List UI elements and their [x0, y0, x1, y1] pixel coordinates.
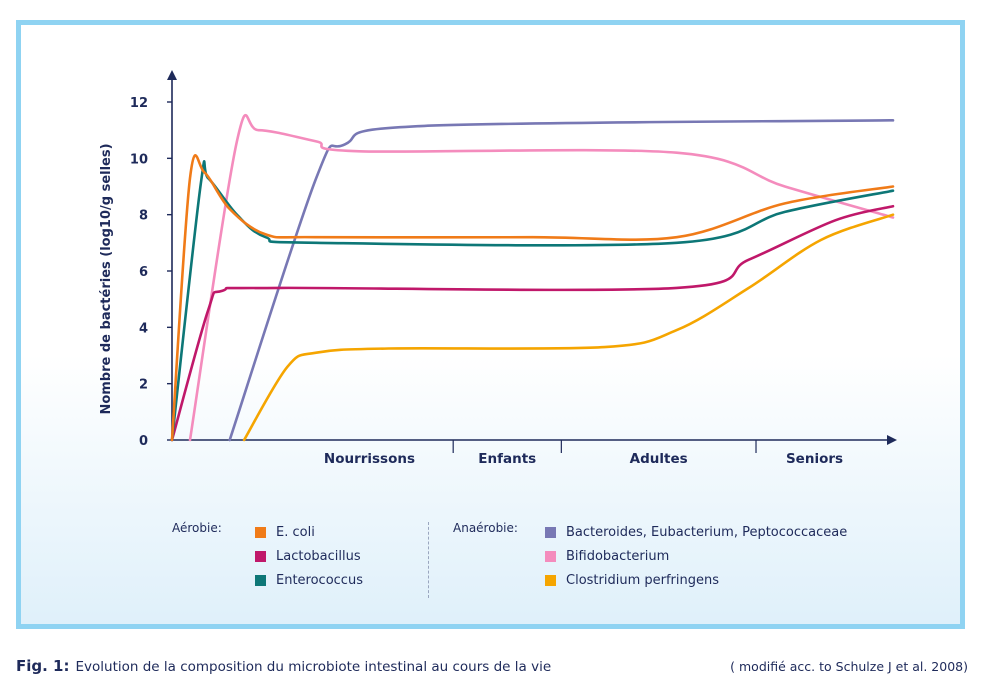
legend-swatch	[255, 574, 266, 586]
series-line-lactobacillus	[170, 204, 895, 442]
figure-label: Fig. 1:	[16, 657, 70, 675]
legend-swatch	[545, 526, 556, 538]
x-stage-label: Adultes	[630, 451, 688, 467]
legend-item: E. coli	[255, 523, 315, 541]
series-line-bacteroides-eubacterium-peptococcaceae	[228, 119, 895, 442]
series-line-e-coli	[170, 154, 895, 442]
y-tick-label: 0	[139, 434, 148, 449]
figure-caption: Fig. 1: Evolution de la composition du mi…	[16, 657, 551, 675]
y-tick-label: 12	[130, 96, 148, 111]
legend-divider	[428, 522, 429, 598]
y-tick-label: 6	[139, 265, 148, 280]
legend-label: Bifidobacterium	[566, 548, 670, 564]
y-tick-label: 2	[139, 378, 148, 393]
series-line-bifidobacterium	[188, 113, 895, 442]
legend-label: Enterococcus	[276, 572, 363, 588]
legend-swatch	[545, 574, 556, 586]
legend-swatch	[255, 550, 266, 562]
figure-source: ( modifié acc. to Schulze J et al. 2008)	[730, 659, 968, 674]
legend-item: Bacteroides, Eubacterium, Peptococcaceae	[545, 523, 847, 541]
x-stage-label: Enfants	[478, 451, 536, 467]
legend-item: Enterococcus	[255, 571, 363, 589]
legend-item: Clostridium perfringens	[545, 571, 719, 589]
x-stage-label: Seniors	[786, 451, 843, 467]
y-tick-label: 4	[139, 321, 148, 336]
y-tick-label: 10	[130, 152, 148, 167]
legend-swatch	[255, 526, 266, 538]
series-line-clostridium-perfringens	[242, 213, 895, 442]
y-axis-title: Nombre de bactéries (log10/g selles)	[99, 143, 114, 414]
y-tick-label: 8	[139, 209, 148, 224]
legend-heading-aerobic: Aérobie:	[172, 521, 222, 535]
legend-label: E. coli	[276, 524, 315, 540]
y-axis-arrow	[167, 70, 177, 80]
legend-label: Bacteroides, Eubacterium, Peptococcaceae	[566, 524, 848, 540]
legend-item: Bifidobacterium	[545, 547, 669, 565]
series-line-enterococcus	[170, 160, 895, 442]
legend-heading-anaerobic: Anaérobie:	[453, 521, 518, 535]
caption-text: Evolution de la composition du microbiot…	[75, 659, 552, 675]
legend-label: Lactobacillus	[276, 548, 361, 564]
legend-swatch	[545, 550, 556, 562]
legend-item: Lactobacillus	[255, 547, 361, 565]
x-stage-label: Nourrissons	[324, 451, 415, 467]
legend-label: Clostridium perfringens	[566, 572, 719, 588]
x-axis-arrow	[887, 435, 897, 445]
